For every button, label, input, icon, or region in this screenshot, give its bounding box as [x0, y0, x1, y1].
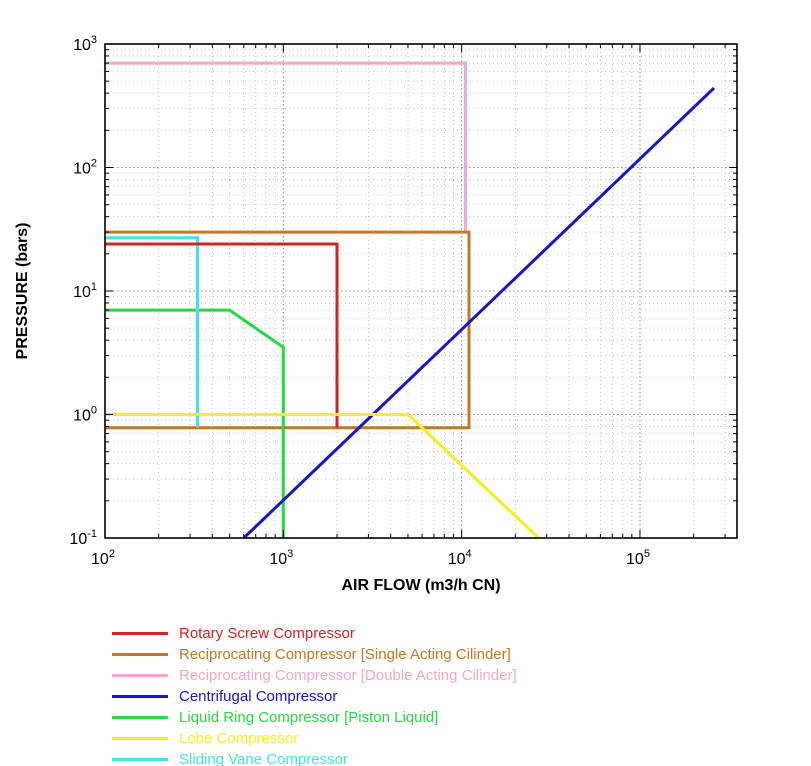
y-tick-label: 101: [73, 281, 97, 301]
legend-label: Sliding Vane Compressor: [179, 751, 348, 766]
x-axis-label: AIR FLOW (m3/h CN): [341, 577, 500, 594]
series-line-4: [105, 308, 285, 538]
legend-item: Centrifugal Compressor: [112, 686, 517, 707]
legend-line-swatch: [112, 695, 168, 698]
x-tick-label: 104: [448, 548, 472, 568]
legend-label: Rotary Screw Compressor: [179, 625, 355, 642]
legend-line-swatch: [112, 653, 168, 656]
series-line-2: [105, 61, 467, 233]
legend-item: Reciprocating Compressor [Single Acting …: [112, 644, 517, 665]
legend-line-swatch: [112, 674, 168, 677]
legend-item: Sliding Vane Compressor: [112, 749, 517, 766]
legend-label: Centrifugal Compressor: [179, 688, 338, 705]
pressure-vs-airflow-plot: 102 103 104 105 10-1 100 101 102 103 AIR FLOW (m…: [14, 34, 738, 594]
legend-label: Reciprocating Compressor [Double Acting …: [179, 667, 517, 684]
legend-item: Reciprocating Compressor [Double Acting …: [112, 665, 517, 686]
plot-border: [104, 43, 738, 539]
legend-item: Rotary Screw Compressor: [112, 623, 517, 644]
legend-line-swatch: [112, 716, 168, 719]
series-line-0: [105, 242, 339, 428]
legend-line-swatch: [112, 632, 168, 635]
y-tick-label: 10-1: [69, 528, 97, 548]
x-tick-label: 105: [626, 548, 650, 568]
y-tick-label: 102: [73, 158, 97, 178]
legend-item: Lobe Compressor: [112, 728, 517, 749]
y-axis-label: PRESSURE (bars): [14, 223, 31, 360]
legend-line-swatch: [112, 758, 168, 761]
legend-label: Reciprocating Compressor [Single Acting …: [179, 646, 511, 663]
legend-label: Liquid Ring Compressor [Piston Liquid]: [179, 709, 439, 726]
series-line-5: [105, 413, 540, 540]
y-tick-label: 100: [73, 405, 97, 425]
series-line-6: [105, 236, 199, 428]
legend-line-swatch: [112, 737, 168, 740]
x-tick-label: 102: [91, 548, 115, 568]
series-line-3: [242, 86, 716, 540]
grid-lines: [104, 43, 737, 539]
chart-legend: Rotary Screw Compressor Reciprocating Com…: [112, 623, 517, 766]
y-tick-label: 103: [73, 34, 97, 54]
data-series-lines: [105, 61, 716, 540]
series-line-1: [105, 230, 471, 430]
axis-tick-labels: 102 103 104 105 10-1 100 101 102 103: [69, 34, 650, 568]
x-tick-label: 103: [269, 548, 293, 568]
legend-item: Liquid Ring Compressor [Piston Liquid]: [112, 707, 517, 728]
legend-label: Lobe Compressor: [179, 730, 299, 747]
